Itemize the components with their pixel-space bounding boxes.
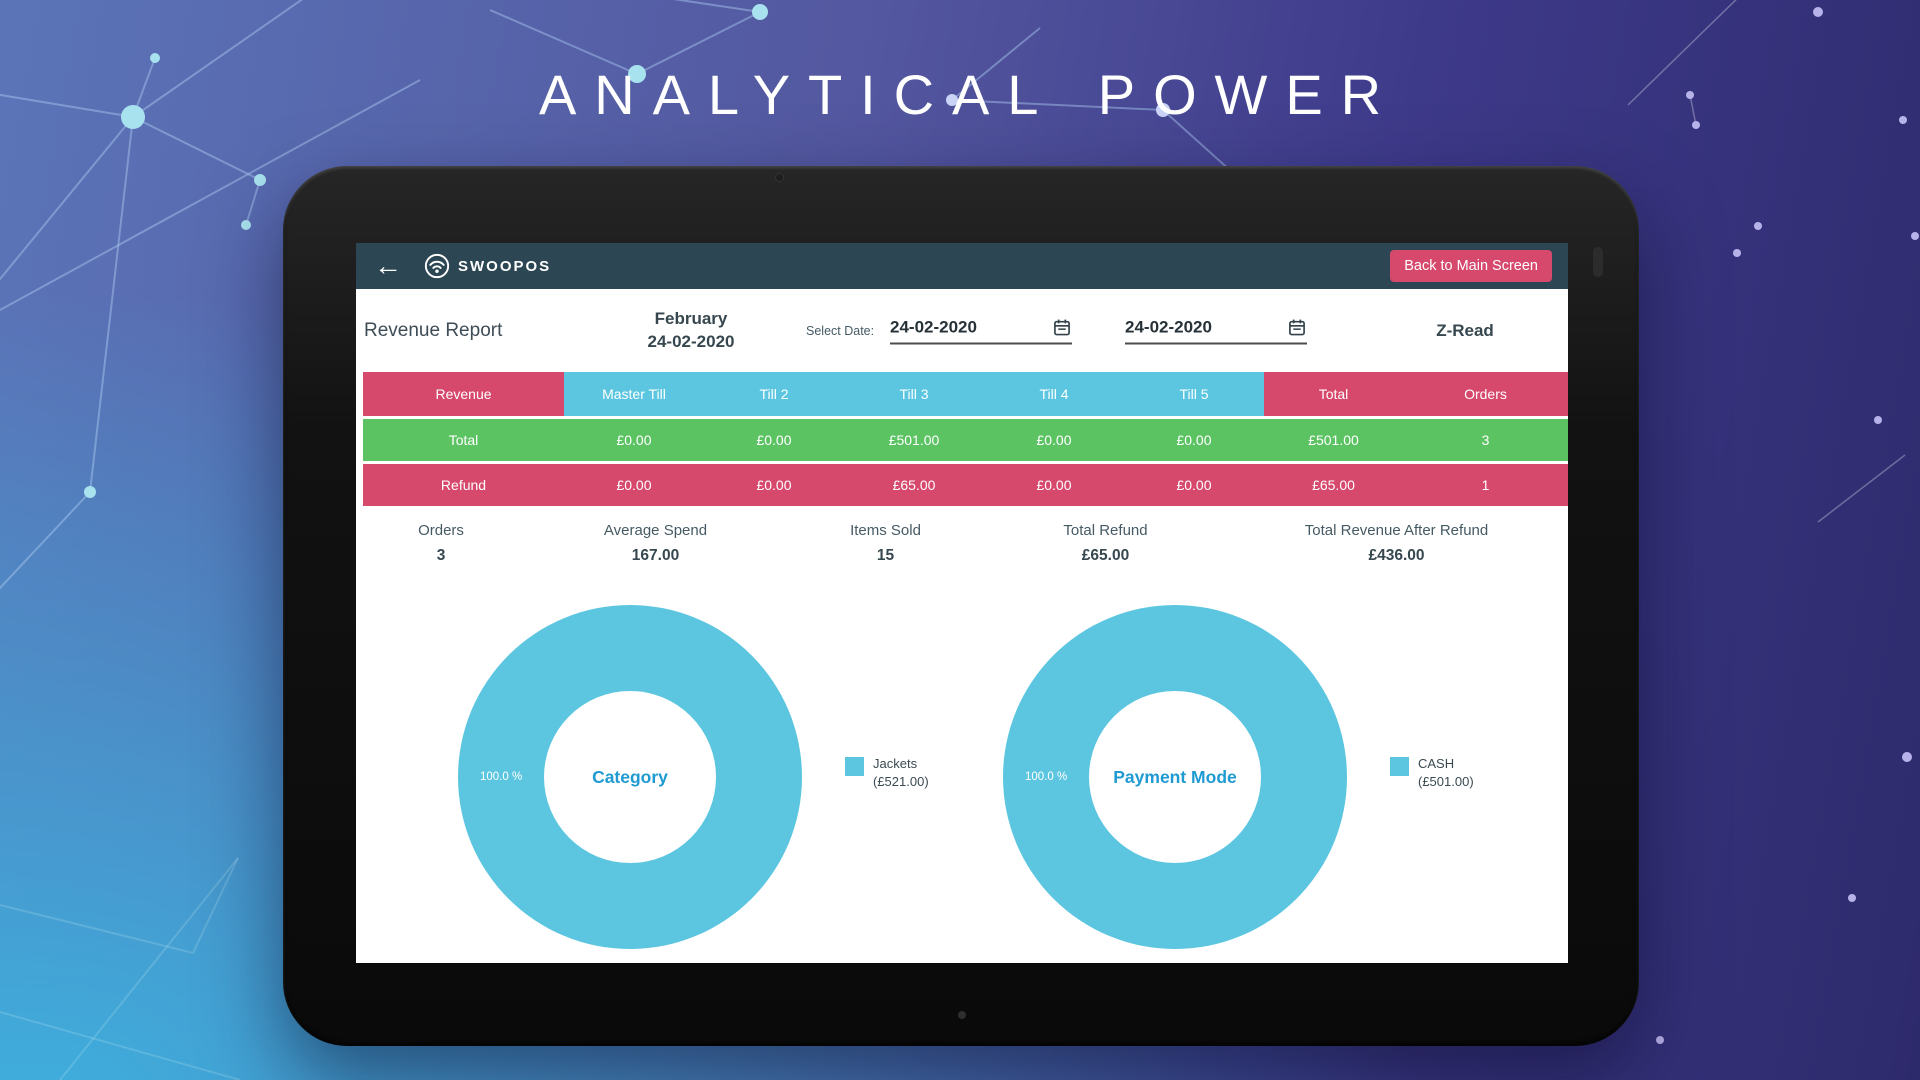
cell-value: £0.00 [564, 464, 704, 506]
stat-value: £436.00 [1368, 547, 1425, 564]
payment-mode-percent-label: 100.0 % [1025, 771, 1068, 783]
stat-value: 15 [876, 547, 895, 564]
cell-value: 3 [1403, 419, 1568, 461]
swoopos-logo-icon [424, 253, 450, 279]
report-period-month: February [654, 308, 728, 328]
row-label: Total [363, 419, 564, 461]
legend-label: CASH [1418, 756, 1455, 771]
app-screen: ← SWOOPOS Back to Main Screen Revenue Re… [356, 243, 1568, 963]
report-header-row: Revenue Report February 24-02-2020 Selec… [356, 289, 1568, 372]
date-from-input[interactable] [890, 317, 1030, 337]
column-header-till-5: Till 5 [1124, 372, 1264, 416]
date-to-input[interactable] [1125, 317, 1265, 337]
cell-value: 1 [1403, 464, 1568, 506]
app-bar: ← SWOOPOS Back to Main Screen [356, 243, 1568, 289]
legend-label: Jackets [873, 756, 918, 771]
category-percent-label: 100.0 % [480, 771, 523, 783]
payment-mode-donut-hole: Payment Mode [1089, 691, 1261, 863]
legend-amount: (£521.00) [873, 773, 929, 789]
stat-total-refund: Total Refund £65.00 [986, 522, 1225, 565]
calendar-icon[interactable] [1287, 317, 1307, 337]
category-donut-chart: 100.0 % Category [458, 605, 802, 949]
cell-value: £501.00 [1264, 419, 1403, 461]
report-period: February 24-02-2020 [606, 307, 776, 355]
cell-value: £0.00 [564, 419, 704, 461]
stat-average-spend: Average Spend 167.00 [526, 522, 785, 565]
stat-label: Total Refund [1063, 522, 1148, 539]
legend-swatch-icon [1390, 757, 1409, 776]
z-read-button[interactable]: Z-Read [1436, 320, 1494, 340]
report-period-date: 24-02-2020 [647, 332, 735, 352]
stat-value: £65.00 [1081, 547, 1130, 564]
tablet-side-camera-icon [1593, 247, 1603, 277]
stat-value: 167.00 [631, 547, 680, 564]
column-header-total: Total [1264, 372, 1403, 416]
column-header-till-3: Till 3 [844, 372, 984, 416]
back-arrow-icon[interactable]: ← [374, 250, 402, 281]
stat-value: 3 [436, 547, 446, 564]
revenue-table: Revenue Master Till Till 2 Till 3 Till 4… [363, 372, 1568, 506]
tablet-bottom-camera-icon [958, 1011, 966, 1019]
category-legend: Jackets (£521.00) [845, 755, 929, 790]
table-header-row: Revenue Master Till Till 2 Till 3 Till 4… [363, 372, 1568, 416]
cell-value: £0.00 [984, 464, 1124, 506]
tablet-camera-icon [775, 173, 784, 182]
stat-label: Average Spend [603, 522, 708, 539]
cell-value: £0.00 [704, 419, 844, 461]
brand-label: SWOOPOS [458, 257, 552, 275]
stat-label: Items Sold [850, 522, 921, 539]
summary-stats-row: Orders 3 Average Spend 167.00 Items Sold… [356, 522, 1568, 565]
table-row-total: Total £0.00 £0.00 £501.00 £0.00 £0.00 £5… [363, 419, 1568, 461]
stat-label: Total Revenue After Refund [1304, 522, 1489, 539]
column-header-till-4: Till 4 [984, 372, 1124, 416]
page-title: ANALYTICAL POWER [538, 63, 1399, 126]
back-to-main-screen-button[interactable]: Back to Main Screen [1390, 250, 1552, 282]
column-header-master-till: Master Till [564, 372, 704, 416]
cell-value: £501.00 [844, 419, 984, 461]
legend-swatch-icon [845, 757, 864, 776]
stat-orders: Orders 3 [356, 522, 526, 565]
payment-mode-chart-title: Payment Mode [1113, 766, 1237, 787]
cell-value: £0.00 [1124, 464, 1264, 506]
stat-total-revenue-after-refund: Total Revenue After Refund £436.00 [1225, 522, 1568, 565]
payment-mode-legend: CASH (£501.00) [1390, 755, 1474, 790]
tablet-device: ← SWOOPOS Back to Main Screen Revenue Re… [283, 166, 1639, 1046]
cell-value: £65.00 [844, 464, 984, 506]
cell-value: £0.00 [704, 464, 844, 506]
column-header-revenue: Revenue [363, 372, 564, 416]
report-title: Revenue Report [364, 319, 503, 341]
cell-value: £0.00 [1124, 419, 1264, 461]
date-from-field[interactable] [890, 317, 1072, 344]
table-row-refund: Refund £0.00 £0.00 £65.00 £0.00 £0.00 £6… [363, 464, 1568, 506]
stat-items-sold: Items Sold 15 [785, 522, 986, 565]
column-header-till-2: Till 2 [704, 372, 844, 416]
category-chart-title: Category [592, 766, 668, 787]
legend-amount: (£501.00) [1418, 773, 1474, 789]
column-header-orders: Orders [1403, 372, 1568, 416]
date-to-field[interactable] [1125, 317, 1307, 344]
payment-mode-donut-chart: 100.0 % Payment Mode [1003, 605, 1347, 949]
cell-value: £0.00 [984, 419, 1124, 461]
select-date-label: Select Date: [806, 323, 875, 338]
row-label: Refund [363, 464, 564, 506]
stat-label: Orders [418, 522, 464, 539]
cell-value: £65.00 [1264, 464, 1403, 506]
category-donut-hole: Category [544, 691, 716, 863]
calendar-icon[interactable] [1052, 317, 1072, 337]
